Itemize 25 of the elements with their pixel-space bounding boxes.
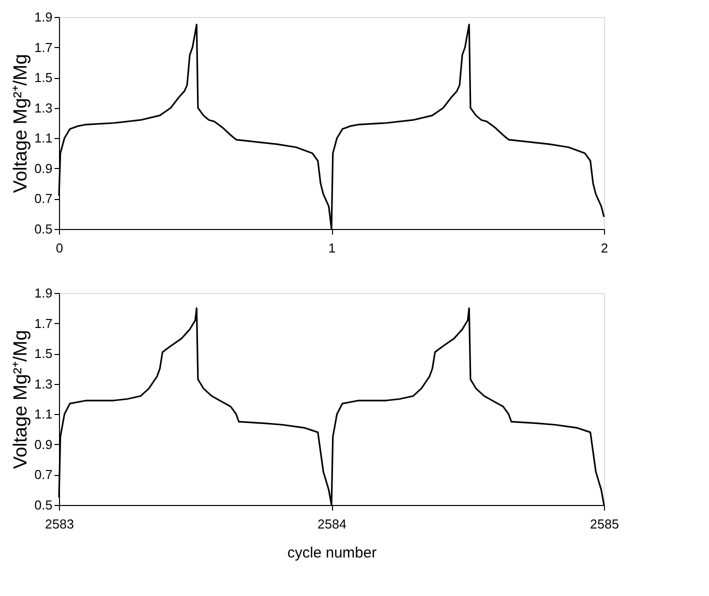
x-tick-label: 1 bbox=[328, 240, 336, 256]
y-tick-label: 0.7 bbox=[34, 191, 52, 206]
y-tick-label: 1.3 bbox=[34, 100, 52, 116]
y-tick-label: 0.9 bbox=[34, 436, 52, 452]
y-tick-label: 1.5 bbox=[34, 70, 52, 86]
y-tick-label: 1.3 bbox=[34, 376, 52, 392]
y-tick-label: 1.9 bbox=[34, 10, 52, 24]
x-tick-label: 2585 bbox=[590, 516, 619, 532]
y-tick-label: 1.1 bbox=[34, 130, 52, 146]
y-tick-label: 0.5 bbox=[34, 222, 52, 236]
x-tick-label: 2584 bbox=[318, 516, 346, 532]
x-tick-label: 2 bbox=[600, 240, 608, 256]
y-tick-label: 1.7 bbox=[34, 316, 52, 331]
y-tick-label: 1.7 bbox=[34, 40, 52, 55]
y-axis-title: Voltage Mg²⁺/Mg bbox=[10, 330, 32, 470]
y-tick-label: 0.9 bbox=[34, 160, 52, 176]
y-tick-label: 1.5 bbox=[34, 346, 52, 362]
x-tick-label: 2583 bbox=[45, 516, 74, 532]
x-tick-label: 0 bbox=[56, 240, 64, 256]
x-axis-title: cycle number bbox=[287, 544, 377, 562]
y-tick-label: 0.7 bbox=[34, 467, 52, 482]
y-tick-label: 1.1 bbox=[34, 406, 52, 422]
y-tick-label: 1.9 bbox=[34, 286, 52, 300]
y-tick-label: 0.5 bbox=[34, 498, 52, 512]
y-axis-title: Voltage Mg²⁺/Mg bbox=[10, 54, 32, 194]
